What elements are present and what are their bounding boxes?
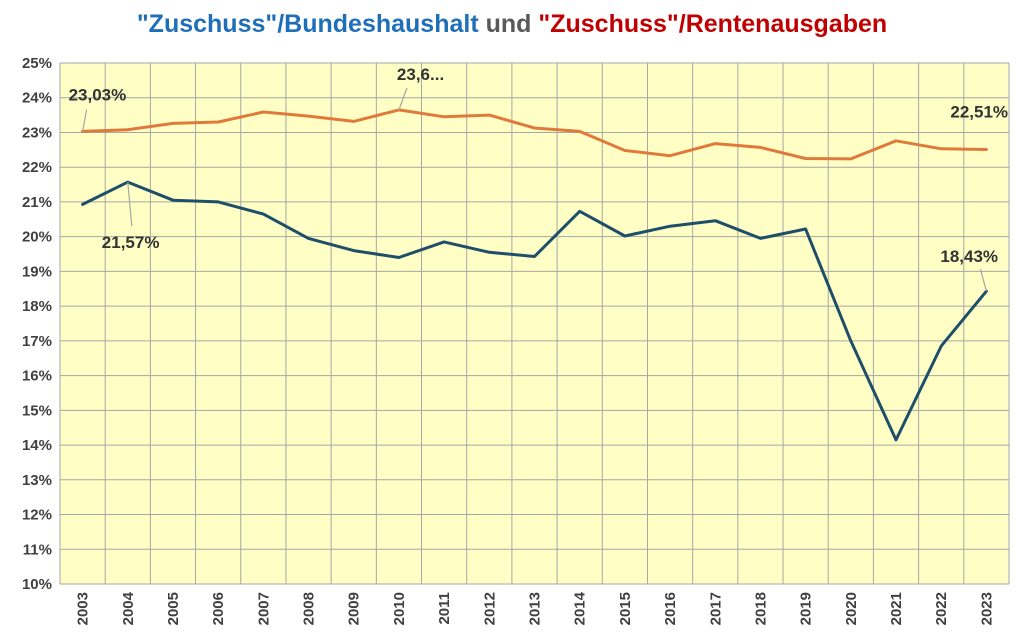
series-line-bundeshaushalt: [81, 180, 988, 442]
y-tick-label: 23%: [22, 124, 52, 141]
chart-title: "Zuschuss"/Bundeshaushalt und "Zuschuss"…: [0, 8, 1024, 40]
x-tick-label: 2008: [301, 592, 318, 625]
data-label-leader-line: [127, 182, 133, 227]
x-tick-label: 2014: [572, 591, 589, 625]
series-line-rentenausgaben: [81, 108, 988, 161]
y-tick-label: 25%: [22, 55, 52, 72]
x-tick-label: 2005: [165, 592, 182, 625]
title-part-und: und: [478, 10, 539, 38]
x-tick-label: 2004: [120, 591, 137, 625]
x-tick-label: 2019: [798, 592, 815, 625]
x-tick-label: 2022: [933, 592, 950, 625]
x-tick-label: 2018: [752, 592, 769, 625]
y-tick-label: 21%: [22, 194, 52, 211]
x-tick-label: 2010: [391, 592, 408, 625]
y-tick-label: 14%: [22, 437, 52, 454]
x-tick-label: 2007: [255, 592, 272, 625]
data-label: 23,03%: [69, 85, 127, 104]
x-tick-label: 2006: [210, 592, 227, 625]
data-label-leader-line: [82, 109, 88, 132]
x-tick-label: 2009: [346, 592, 363, 625]
title-part-rentenausgaben: "Zuschuss"/Rentenausgaben: [538, 10, 888, 38]
y-tick-label: 19%: [22, 263, 52, 280]
x-tick-label: 2016: [662, 592, 679, 625]
data-label: 21,57%: [102, 233, 160, 252]
data-label-leader-line: [979, 269, 987, 292]
data-label: 18,43%: [940, 247, 998, 266]
x-tick-label: 2020: [843, 592, 860, 625]
data-label: 22,51%: [950, 102, 1008, 121]
y-tick-label: 13%: [22, 472, 52, 489]
x-tick-label: 2017: [707, 592, 724, 625]
x-tick-label: 2015: [617, 592, 634, 625]
data-label-leader-line: [398, 87, 408, 111]
data-label: 23,6...: [397, 65, 444, 84]
y-tick-label: 15%: [22, 402, 52, 419]
x-tick-label: 2023: [978, 592, 995, 625]
y-tick-label: 17%: [22, 333, 52, 350]
x-tick-label: 2012: [481, 592, 498, 625]
x-tick-label: 2013: [527, 592, 544, 625]
x-tick-label: 2021: [888, 592, 905, 625]
y-tick-label: 10%: [22, 576, 52, 593]
y-tick-label: 11%: [23, 541, 52, 558]
plot-area: [60, 63, 1009, 584]
x-tick-label: 2003: [75, 592, 92, 625]
y-tick-label: 24%: [22, 90, 52, 107]
y-tick-label: 12%: [22, 507, 52, 524]
x-tick-label: 2011: [436, 592, 453, 625]
y-tick-label: 22%: [22, 159, 52, 176]
y-tick-label: 16%: [22, 368, 52, 385]
y-tick-label: 18%: [22, 298, 52, 315]
title-part-bundeshaushalt: "Zuschuss"/Bundeshaushalt: [136, 10, 479, 38]
y-tick-label: 20%: [22, 229, 52, 246]
